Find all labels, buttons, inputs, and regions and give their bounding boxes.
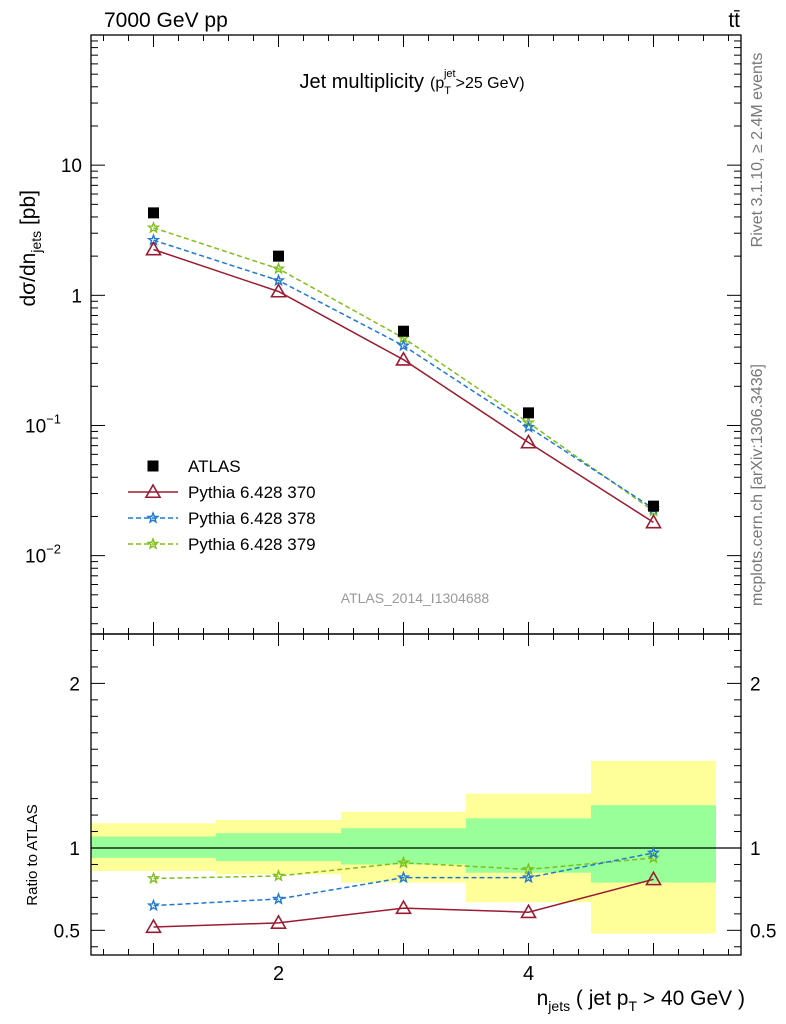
ratio-pythia-6-428-378-line xyxy=(153,852,654,907)
legend-marker-atlas xyxy=(147,460,159,472)
chart-title: Jet multiplicity xyxy=(300,71,424,93)
x-tick-label: 2 xyxy=(273,963,284,985)
ratio-y-tick-label-right: 1 xyxy=(750,839,761,860)
x-tick-label: 4 xyxy=(523,963,534,985)
ratio-y-tick-label-left: 2 xyxy=(69,674,80,695)
main-pythia-6-428-370-point xyxy=(395,351,412,366)
legend-marker-pythia-6-428-378 xyxy=(146,510,160,524)
main-atlas-point xyxy=(148,207,159,219)
ratio-pythia-6-428-378-point xyxy=(646,845,661,859)
legend-entry-pythia-6-428-378: Pythia 6.428 378 xyxy=(188,509,316,528)
main-atlas-point xyxy=(398,325,409,337)
main-pythia-6-428-370-point xyxy=(645,513,662,529)
ratio-uncertainty-bands xyxy=(91,760,741,934)
main-y-tick-label: 10−1 xyxy=(25,411,61,437)
main-series-layer xyxy=(145,207,662,529)
main-pythia-6-428-378-point xyxy=(521,420,536,433)
main-y-tick-label: 1 xyxy=(71,286,82,307)
axes-layer: 2 4 10 1 10−1 10−2 2 2 1 1 0.5 0.5 xyxy=(25,34,776,985)
green-band xyxy=(591,805,716,883)
main-pythia-6-428-379-line xyxy=(153,227,654,512)
ratio-y-tick-label-left: 0.5 xyxy=(54,921,80,942)
ratio-series-layer xyxy=(145,845,662,934)
legend-entry-atlas: ATLAS xyxy=(188,457,241,476)
main-pythia-6-428-370-point xyxy=(520,433,537,449)
main-atlas-point xyxy=(523,407,534,419)
ratio-ylabel: Ratio to ATLAS xyxy=(24,804,41,905)
rivet-label: Rivet 3.1.10, ≥ 2.4M events xyxy=(749,53,766,248)
ratio-pythia-6-428-379-point xyxy=(271,868,286,882)
main-atlas-point xyxy=(273,250,284,262)
ratio-pythia-6-428-379-point xyxy=(146,871,161,885)
ratio-pythia-6-428-378-point xyxy=(521,870,536,884)
ratio-pythia-6-428-379-point xyxy=(396,855,411,869)
main-pythia-6-428-378-point xyxy=(396,338,411,352)
legend-entry-pythia-6-428-370: Pythia 6.428 370 xyxy=(188,483,316,502)
ratio-pythia-6-428-370-point xyxy=(645,870,662,886)
main-atlas-point xyxy=(648,500,659,512)
main-pythia-6-428-378-line xyxy=(153,239,654,510)
legend-marker-pythia-6-428-370 xyxy=(144,483,162,499)
x-axis-label: njets ( jet pT > 40 GeV ) xyxy=(537,987,745,1014)
main-pythia-6-428-379-point xyxy=(271,261,286,275)
ratio-pythia-6-428-370-point xyxy=(270,914,287,929)
ratio-pythia-6-428-370-point xyxy=(520,903,537,919)
ratio-pythia-6-428-370-line xyxy=(153,878,654,928)
ratio-pythia-6-428-378-point xyxy=(271,892,286,905)
process-label: tt̄ xyxy=(728,9,740,32)
green-band xyxy=(91,836,216,858)
energy-label: 7000 GeV pp xyxy=(104,9,228,32)
main-y-tick-label: 10−2 xyxy=(25,542,61,568)
legend-marker-pythia-6-428-379 xyxy=(146,536,160,550)
main-pythia-6-428-370-point xyxy=(145,240,162,256)
ratio-pythia-6-428-378-point xyxy=(146,898,161,912)
ratio-panel-frame xyxy=(90,633,742,956)
legend: ATLAS Pythia 6.428 370 Pythia 6.428 378 Pyt… xyxy=(128,457,316,554)
chart-title-cut: (pTjet>25 GeV) xyxy=(430,68,525,97)
ratio-pythia-6-428-379-line xyxy=(153,857,654,880)
ratio-y-tick-label-right: 2 xyxy=(750,674,761,695)
main-pythia-6-428-379-point xyxy=(146,220,161,234)
analysis-id: ATLAS_2014_I1304688 xyxy=(341,590,490,606)
main-pythia-6-428-378-point xyxy=(271,273,286,287)
main-pythia-6-428-379-point xyxy=(521,415,536,429)
legend-entry-pythia-6-428-379: Pythia 6.428 379 xyxy=(188,535,316,554)
main-y-tick-label: 10 xyxy=(61,156,82,177)
main-pythia-6-428-370-line xyxy=(153,248,654,524)
ratio-pythia-6-428-370-point xyxy=(145,918,162,934)
ratio-pythia-6-428-379-point xyxy=(646,850,661,864)
mcplots-label: mcplots.cern.ch [arXiv:1306.3436] xyxy=(749,364,766,606)
ratio-y-tick-label-left: 1 xyxy=(69,839,80,860)
main-ylabel: dσ/dnjets [pb] xyxy=(17,190,44,307)
ratio-pythia-6-428-378-point xyxy=(396,870,411,884)
main-pythia-6-428-370-point xyxy=(270,282,287,298)
ratio-y-tick-label-right: 0.5 xyxy=(750,921,776,942)
ratio-pythia-6-428-370-point xyxy=(395,899,412,915)
green-band xyxy=(216,833,341,862)
